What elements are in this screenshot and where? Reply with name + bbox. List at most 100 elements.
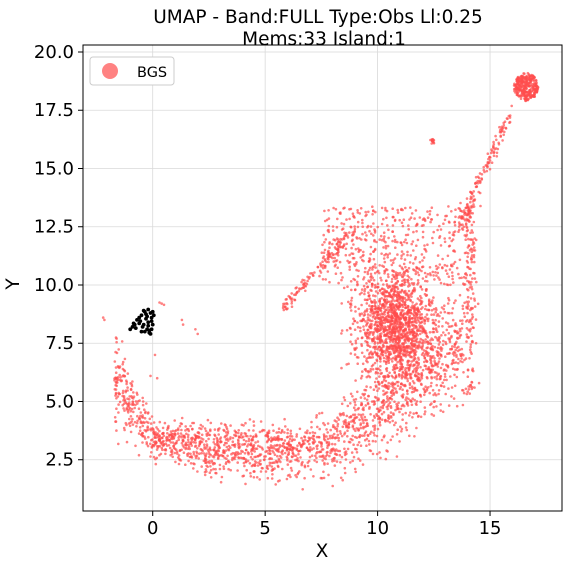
data-point-bgs: [369, 272, 373, 276]
data-point-bgs: [214, 471, 217, 475]
data-point-bgs: [179, 459, 183, 462]
data-point-island: [139, 329, 144, 334]
data-point-bgs: [281, 450, 284, 453]
data-point-bgs: [402, 303, 406, 306]
data-point-bgs: [216, 440, 219, 444]
data-point-bgs: [406, 253, 409, 257]
data-point-bgs: [344, 247, 348, 251]
data-point-bgs: [434, 393, 438, 397]
data-point-bgs: [291, 447, 295, 450]
data-point-bgs: [340, 434, 344, 438]
data-point-bgs: [446, 272, 449, 276]
data-point-bgs: [154, 457, 157, 461]
data-point-bgs: [385, 347, 388, 351]
data-point-bgs: [290, 435, 294, 438]
data-point-bgs: [283, 446, 287, 449]
data-point-bgs: [411, 416, 414, 419]
data-point-bgs: [171, 455, 174, 459]
data-point-bgs: [417, 281, 420, 285]
data-point-bgs: [352, 277, 355, 281]
data-point-bgs: [413, 435, 416, 438]
data-point-bgs: [359, 248, 362, 252]
data-point-bgs: [382, 356, 386, 360]
data-point-bgs: [164, 442, 168, 446]
data-point-bgs: [153, 435, 157, 439]
data-point-bgs: [150, 415, 154, 418]
data-point-bgs: [414, 270, 418, 273]
data-point-bgs: [225, 445, 229, 449]
data-point-bgs: [329, 451, 332, 455]
data-point-bgs: [450, 395, 453, 398]
data-point-bgs: [276, 454, 279, 458]
data-point-bgs: [272, 451, 275, 454]
data-point-bgs: [351, 256, 355, 260]
data-point-bgs: [393, 367, 397, 371]
data-point-bgs: [426, 272, 430, 276]
data-point-bgs: [536, 88, 539, 92]
data-point-bgs: [400, 289, 404, 293]
data-point-bgs: [358, 435, 361, 439]
data-point-bgs: [277, 447, 281, 451]
data-point-bgs: [231, 436, 235, 440]
data-point-bgs: [360, 344, 364, 348]
data-point-bgs: [451, 277, 454, 281]
black-points: [128, 307, 156, 336]
data-point-bgs: [432, 230, 436, 234]
data-point-bgs: [318, 269, 322, 273]
data-point-island: [145, 314, 150, 319]
data-point-bgs: [114, 391, 118, 395]
data-point-bgs: [433, 376, 436, 379]
data-point-bgs: [185, 443, 188, 447]
data-point-bgs: [325, 428, 328, 431]
data-point-bgs: [460, 227, 464, 230]
data-point-bgs: [258, 454, 262, 457]
data-point-bgs: [303, 442, 306, 445]
data-point-bgs: [360, 312, 364, 316]
data-point-bgs: [371, 352, 375, 355]
data-point-bgs: [415, 361, 418, 365]
data-point-bgs: [200, 465, 203, 468]
data-point-bgs: [390, 416, 393, 419]
data-point-bgs: [371, 268, 374, 271]
data-point-bgs: [118, 365, 122, 368]
data-point-bgs: [271, 468, 275, 472]
y-tick-label: 2.5: [45, 450, 74, 471]
data-point-bgs: [395, 455, 399, 458]
data-point-bgs: [380, 306, 383, 310]
data-point-bgs: [381, 384, 384, 388]
data-point-bgs: [442, 385, 446, 388]
data-point-bgs: [387, 275, 390, 279]
data-point-bgs: [394, 340, 398, 343]
data-point-bgs: [297, 289, 301, 293]
data-point-bgs: [321, 260, 324, 264]
data-point-bgs: [378, 423, 382, 427]
data-point-bgs: [129, 430, 133, 434]
data-point-bgs: [387, 375, 391, 378]
data-point-bgs: [376, 347, 379, 351]
data-point-bgs: [337, 439, 341, 442]
data-point-bgs: [343, 398, 347, 402]
data-point-bgs: [440, 334, 443, 337]
data-point-bgs: [424, 338, 427, 341]
data-point-bgs: [352, 455, 356, 459]
data-point-bgs: [416, 238, 420, 242]
data-point-bgs: [386, 407, 389, 411]
data-point-bgs: [326, 422, 330, 425]
data-point-bgs: [463, 251, 467, 255]
data-point-bgs: [240, 432, 243, 435]
data-point-bgs: [353, 413, 357, 417]
data-point-bgs: [387, 310, 391, 314]
data-point-bgs: [401, 224, 405, 228]
data-point-bgs: [529, 78, 532, 82]
data-point-bgs: [391, 419, 395, 423]
data-point-bgs: [209, 476, 213, 479]
data-point-bgs: [520, 75, 523, 78]
data-point-bgs: [452, 231, 456, 234]
data-point-bgs: [421, 306, 424, 309]
data-point-bgs: [353, 288, 357, 292]
data-point-bgs: [466, 319, 469, 322]
data-point-bgs: [465, 340, 468, 343]
data-point-bgs: [268, 447, 271, 450]
data-point-bgs: [360, 288, 364, 291]
data-point-bgs: [414, 209, 418, 212]
